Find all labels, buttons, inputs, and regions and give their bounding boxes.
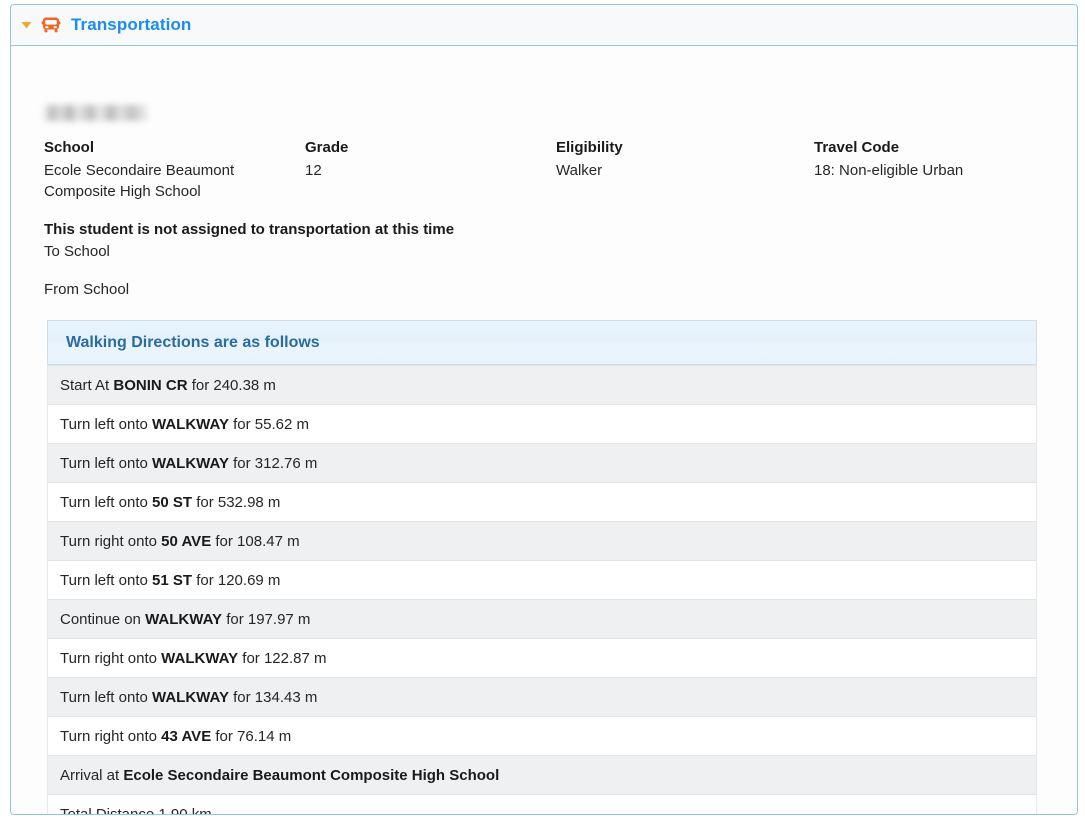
table-row: Turn right onto 43 AVE for 76.14 m	[47, 716, 1037, 756]
direction-prefix: Continue on	[60, 610, 146, 628]
walking-directions-header: Walking Directions are as follows	[47, 320, 1037, 365]
table-row: Turn left onto WALKWAY for 55.62 m	[47, 404, 1037, 444]
direction-distance: for 134.43 m	[228, 688, 318, 706]
direction-street: 43 AVE	[161, 727, 212, 745]
table-row: Turn left onto 51 ST for 120.69 m	[47, 560, 1037, 600]
direction-distance: for 312.76 m	[228, 454, 318, 472]
direction-prefix: Turn left onto	[60, 415, 152, 433]
table-row: Turn left onto WALKWAY for 312.76 m	[47, 443, 1037, 483]
table-row: Arrival at Ecole Secondaire Beaumont Com…	[47, 755, 1037, 795]
direction-prefix: Turn right onto	[60, 727, 162, 745]
table-row: Total Distance 1.90 km	[47, 794, 1037, 815]
redacted-student-id	[44, 105, 148, 121]
panel-header[interactable]: Transportation	[11, 5, 1077, 46]
field-eligibility-value: Walker	[556, 162, 603, 179]
direction-street: WALKWAY	[161, 649, 239, 667]
direction-step: Turn left onto 51 ST for 120.69 m	[47, 560, 1037, 600]
direction-prefix: Start At	[60, 376, 114, 394]
direction-distance: for 240.38 m	[187, 376, 276, 394]
table-row: Continue on WALKWAY for 197.97 m	[47, 599, 1037, 639]
field-grade: Grade 12	[305, 138, 545, 181]
field-travel-code: Travel Code 18: Non-eligible Urban	[814, 138, 1074, 181]
from-school-label: From School	[44, 281, 130, 298]
assignment-status: This student is not assigned to transpor…	[44, 220, 944, 300]
field-grade-label: Grade	[305, 139, 349, 156]
bus-icon	[41, 16, 61, 34]
direction-distance: for 76.14 m	[211, 727, 292, 745]
direction-step: Turn left onto 50 ST for 532.98 m	[47, 482, 1037, 522]
caret-down-icon[interactable]	[17, 21, 35, 29]
direction-street: WALKWAY	[152, 688, 229, 706]
field-school: School Ecole Secondaire Beaumont Composi…	[44, 138, 294, 202]
direction-prefix: Total Distance 1.90 km	[60, 805, 212, 815]
direction-prefix: Turn right onto	[60, 532, 162, 550]
transportation-panel: Transportation School Ecole Secondaire B…	[10, 4, 1078, 815]
direction-distance: for 532.98 m	[192, 493, 281, 511]
direction-step: Total Distance 1.90 km	[47, 794, 1037, 815]
direction-street: 50 ST	[152, 493, 193, 511]
direction-street: BONIN CR	[113, 376, 188, 394]
direction-step: Turn right onto 50 AVE for 108.47 m	[47, 521, 1037, 561]
walking-directions-table: Start At BONIN CR for 240.38 m Turn left …	[47, 365, 1037, 815]
direction-street: 51 ST	[152, 571, 193, 589]
direction-prefix: Turn left onto	[60, 688, 152, 706]
direction-step: Turn left onto WALKWAY for 134.43 m	[47, 677, 1037, 717]
field-grade-value: 12	[305, 162, 322, 179]
table-row: Turn right onto 50 AVE for 108.47 m	[47, 521, 1037, 561]
direction-prefix: Turn left onto	[60, 454, 152, 472]
panel-body: School Ecole Secondaire Beaumont Composi…	[11, 46, 1077, 814]
direction-street: WALKWAY	[152, 454, 229, 472]
field-school-value: Ecole Secondaire Beaumont Composite High…	[44, 162, 235, 200]
direction-step: Turn left onto WALKWAY for 312.76 m	[47, 443, 1037, 483]
direction-street: Ecole Secondaire Beaumont Composite High…	[123, 766, 500, 784]
direction-distance: for 55.62 m	[228, 415, 309, 433]
field-eligibility: Eligibility Walker	[556, 138, 806, 181]
direction-step: Arrival at Ecole Secondaire Beaumont Com…	[47, 755, 1037, 795]
direction-distance: for 122.87 m	[238, 649, 327, 667]
direction-distance: for 197.97 m	[222, 610, 311, 628]
direction-step: Start At BONIN CR for 240.38 m	[47, 365, 1037, 405]
table-row: Start At BONIN CR for 240.38 m	[47, 365, 1037, 405]
field-school-label: School	[44, 139, 95, 156]
direction-street: WALKWAY	[152, 415, 229, 433]
direction-street: 50 AVE	[161, 532, 212, 550]
direction-prefix: Turn left onto	[60, 493, 152, 511]
direction-street: WALKWAY	[145, 610, 223, 628]
direction-step: Turn left onto WALKWAY for 55.62 m	[47, 404, 1037, 444]
direction-distance: for 120.69 m	[192, 571, 281, 589]
direction-step: Turn right onto WALKWAY for 122.87 m	[47, 638, 1037, 678]
direction-step: Turn right onto 43 AVE for 76.14 m	[47, 716, 1037, 756]
table-row: Turn left onto 50 ST for 532.98 m	[47, 482, 1037, 522]
field-travel-code-label: Travel Code	[814, 139, 900, 156]
table-row: Turn right onto WALKWAY for 122.87 m	[47, 638, 1037, 678]
to-school-label: To School	[44, 243, 110, 260]
table-row: Turn left onto WALKWAY for 134.43 m	[47, 677, 1037, 717]
walking-directions-body: Start At BONIN CR for 240.38 m Turn left …	[47, 365, 1037, 815]
direction-prefix: Arrival at	[60, 766, 124, 784]
walking-directions-title: Walking Directions are as follows	[66, 333, 320, 351]
direction-prefix: Turn right onto	[60, 649, 162, 667]
direction-distance: for 108.47 m	[211, 532, 300, 550]
direction-prefix: Turn left onto	[60, 571, 152, 589]
field-travel-code-value: 18: Non-eligible Urban	[814, 162, 964, 179]
page-title: Transportation	[71, 15, 192, 34]
direction-step: Continue on WALKWAY for 197.97 m	[47, 599, 1037, 639]
walking-directions-section: Walking Directions are as follows Start …	[47, 320, 1037, 815]
field-eligibility-label: Eligibility	[556, 139, 623, 156]
assignment-message: This student is not assigned to transpor…	[44, 221, 455, 238]
